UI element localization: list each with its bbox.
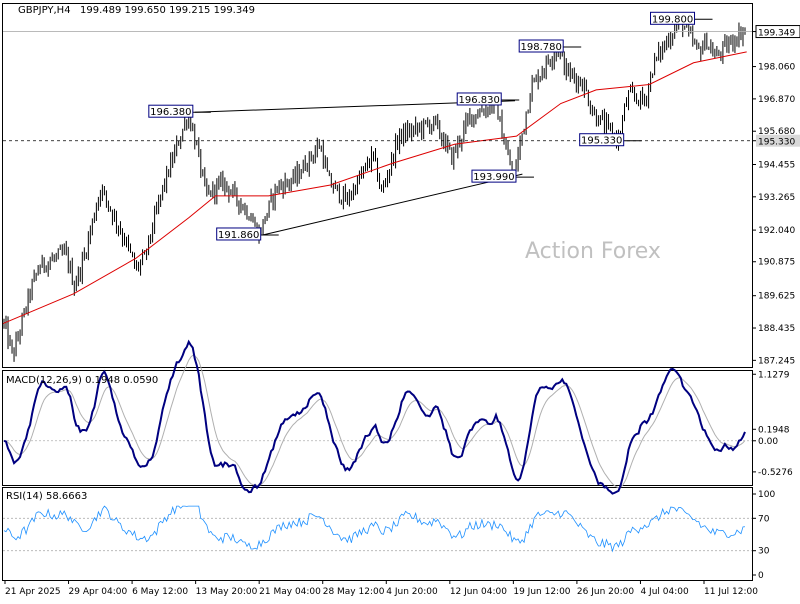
chart-ohlc-values: 199.489 199.650 199.215 199.349 <box>80 5 255 16</box>
macd-signal-line <box>3 354 746 489</box>
annotation-label: 198.780 <box>521 42 562 53</box>
trendline-lower <box>262 173 523 236</box>
macd-tick-label: 0.00 <box>758 437 778 447</box>
price-tick-label: 193.265 <box>758 193 795 203</box>
macd-tick-label: 1.1279 <box>758 370 790 380</box>
rsi-tick-label: 70 <box>758 514 770 524</box>
level-price-box <box>756 134 800 147</box>
x-tick-label: 11 Jul 12:00 <box>704 587 758 597</box>
annotation-box <box>650 11 696 25</box>
price-tick-label: 194.455 <box>758 160 795 170</box>
price-tick-label: 195.680 <box>758 127 795 137</box>
price-tick-label: 192.040 <box>758 226 795 236</box>
macd-tick-label: 0.1948 <box>758 425 790 435</box>
price-tick-label: 199.349 <box>758 29 795 39</box>
macd-main-line <box>3 339 746 495</box>
x-tick-label: 28 May 12:00 <box>323 587 385 597</box>
x-tick-label: 26 Jun 20:00 <box>577 587 634 597</box>
annotation-label: 196.830 <box>459 95 500 106</box>
macd-tick-label: -0.5276 <box>758 468 793 478</box>
rsi-pane-frame <box>2 487 753 581</box>
annotation-label: 199.800 <box>652 14 693 25</box>
rsi-title: RSI(14) 58.6663 <box>6 491 87 502</box>
annotation-box <box>579 133 625 147</box>
x-tick-label: 6 May 12:00 <box>132 587 188 597</box>
rsi-tick-label: 100 <box>758 490 775 500</box>
annotation-label: 191.860 <box>218 230 259 241</box>
price-tick-label: 198.060 <box>758 63 795 73</box>
x-tick-label: 13 May 20:00 <box>196 587 258 597</box>
x-tick-label: 4 Jul 04:00 <box>640 587 689 597</box>
rsi-tick-label: 0 <box>758 571 764 581</box>
price-tick-label: 187.245 <box>758 356 795 366</box>
annotation-label: 196.380 <box>150 107 191 118</box>
x-tick-label: 12 Jun 04:00 <box>450 587 507 597</box>
chart-symbol-label: GBPJPY,H4 <box>18 5 71 16</box>
annotation-label: 193.990 <box>473 172 514 183</box>
x-tick-label: 29 Apr 04:00 <box>69 587 128 597</box>
annotation-box <box>148 104 194 118</box>
annotation-box <box>518 39 564 53</box>
price-tick-label: 190.875 <box>758 258 795 268</box>
macd-title: MACD(12,26,9) 0.1948 0.0590 <box>6 375 158 386</box>
macd-pane-frame <box>2 370 753 486</box>
annotation-label: 195.330 <box>581 136 622 147</box>
rsi-tick-label: 30 <box>758 547 770 557</box>
annotation-box <box>216 227 262 241</box>
x-tick-label: 4 Jun 20:00 <box>386 587 438 597</box>
price-tick-label: 195.330 <box>758 138 795 148</box>
moving-average-line <box>2 51 747 324</box>
watermark: Action Forex <box>525 239 661 264</box>
annotation-box <box>456 92 502 106</box>
x-tick-label: 19 Jun 12:00 <box>513 587 570 597</box>
x-tick-label: 21 May 04:00 <box>259 587 321 597</box>
rsi-line <box>3 505 746 553</box>
annotation-box <box>471 169 517 183</box>
price-pane-frame <box>2 3 753 368</box>
current-price-box <box>755 25 800 39</box>
x-tick-label: 21 Apr 2025 <box>5 587 61 597</box>
price-tick-label: 188.435 <box>758 324 795 334</box>
price-tick-label: 189.625 <box>758 292 795 302</box>
price-tick-label: 196.870 <box>758 95 795 105</box>
